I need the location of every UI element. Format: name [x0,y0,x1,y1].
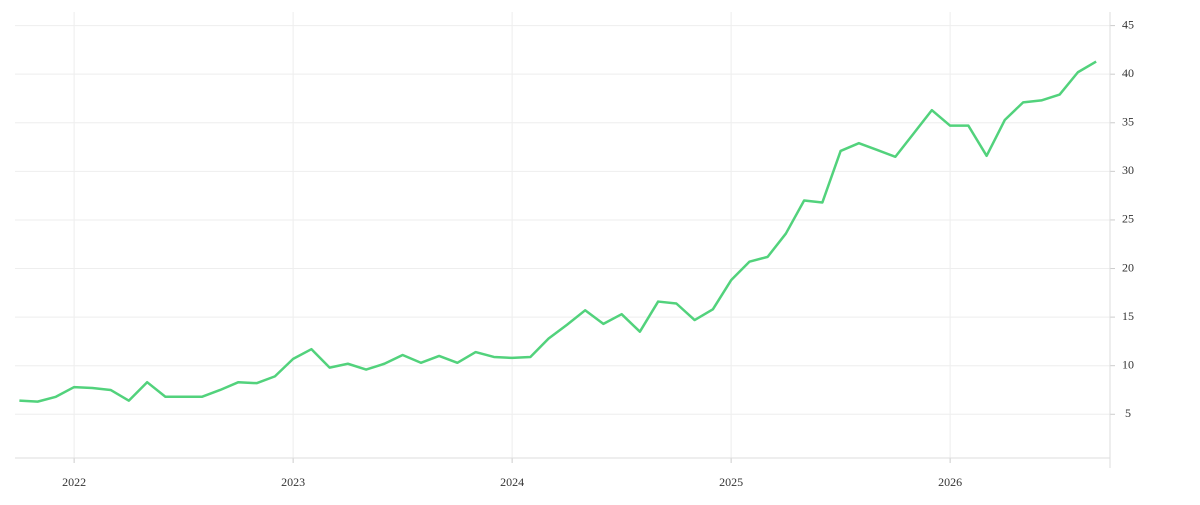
y-tick-label: 30 [1122,163,1134,177]
line [19,60,1097,403]
y-tick-label: 10 [1122,357,1134,371]
y-tick-label: 5 [1125,406,1131,420]
x-tick-label: 2023 [281,475,305,489]
y-tick-label: 35 [1122,115,1134,129]
y-tick-label: 15 [1122,309,1134,323]
y-tick-label: 25 [1122,212,1134,226]
y-tick-label: 20 [1122,260,1134,274]
x-tick-label: 2024 [500,475,524,489]
x-tick-label: 2025 [719,475,743,489]
y-tick-label: 45 [1122,17,1134,31]
x-tick-label: 2022 [62,475,86,489]
x-tick-label: 2026 [938,475,962,489]
y-tick-label: 40 [1122,66,1134,80]
